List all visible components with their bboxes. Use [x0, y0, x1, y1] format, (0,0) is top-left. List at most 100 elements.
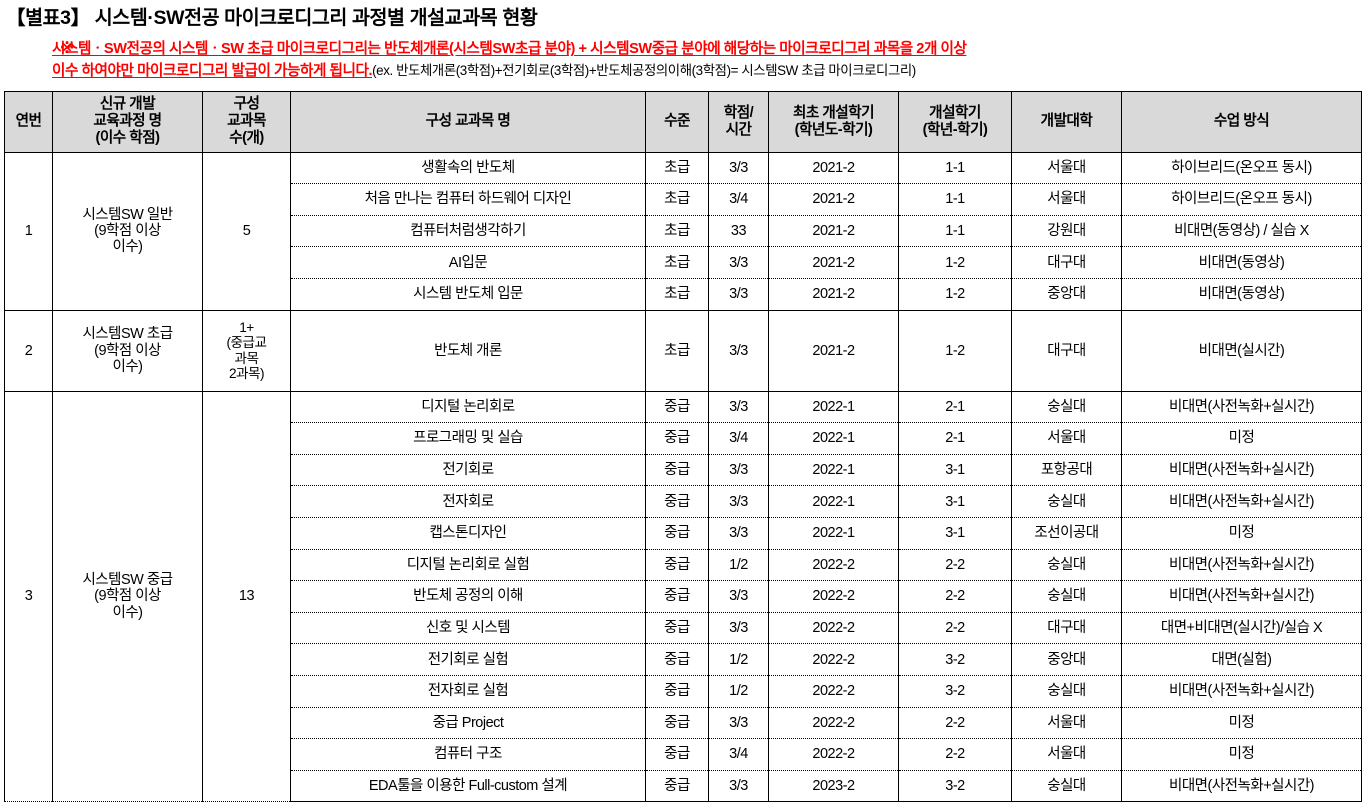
- cell-credit: 3/3: [708, 390, 769, 424]
- cell-first-term: 2021-2: [768, 278, 899, 311]
- col-header-level: 수준: [645, 90, 709, 153]
- cell-credit: 3/3: [708, 151, 769, 185]
- col-header-no: 연번: [4, 90, 53, 153]
- cell-first-term: 2022-2: [768, 580, 899, 613]
- cell-university: 포항공대: [1011, 453, 1122, 487]
- cell-level: 초급: [645, 246, 709, 280]
- cell-level: 초급: [645, 214, 709, 248]
- note-line-2-text: 이수 하여야만 마이크로디그리 발급이 가능하게 됩니다.: [52, 62, 373, 79]
- cell-credit: 3/3: [708, 485, 769, 519]
- cell-open-term: 3-2: [898, 643, 1012, 676]
- cell-first-term: 2022-2: [768, 738, 899, 771]
- cell-course-name: 컴퓨터처럼생각하기: [290, 214, 646, 248]
- cell-class-mode: 비대면(사전녹화+실시간): [1121, 453, 1362, 487]
- cell-open-term: 1-1: [898, 151, 1012, 185]
- cell-open-term: 2-2: [898, 738, 1012, 771]
- cell-credit: 3/3: [708, 706, 769, 740]
- cell-first-term: 2022-2: [768, 611, 899, 645]
- cell-credit: 1/2: [708, 548, 769, 582]
- cell-section-program: 시스템SW 일반 (9학점 이상 이수): [52, 151, 203, 311]
- cell-class-mode: 대면+비대면(실시간)/실습 X: [1121, 611, 1362, 645]
- cell-open-term: 2-2: [898, 611, 1012, 645]
- cell-section-no: 1: [4, 151, 53, 311]
- cell-section-no: 3: [4, 390, 53, 802]
- cell-level: 중급: [645, 580, 709, 613]
- cell-university: 중앙대: [1011, 643, 1122, 676]
- cell-university: 대구대: [1011, 309, 1122, 392]
- cell-credit: 3/4: [708, 183, 769, 216]
- cell-university: 숭실대: [1011, 675, 1122, 708]
- cell-university: 숭실대: [1011, 390, 1122, 424]
- cell-university: 대구대: [1011, 246, 1122, 280]
- cell-level: 중급: [645, 769, 709, 802]
- cell-credit: 3/3: [708, 580, 769, 613]
- cell-open-term: 1-2: [898, 278, 1012, 311]
- note-example-label: ex.: [376, 62, 393, 78]
- cell-first-term: 2022-1: [768, 485, 899, 519]
- cell-open-term: 1-2: [898, 309, 1012, 392]
- cell-class-mode: 비대면(사전녹화+실시간): [1121, 548, 1362, 582]
- cell-level: 중급: [645, 643, 709, 676]
- cell-open-term: 2-2: [898, 706, 1012, 740]
- cell-credit: 3/3: [708, 769, 769, 802]
- cell-first-term: 2022-1: [768, 517, 899, 550]
- cell-class-mode: 미정: [1121, 706, 1362, 740]
- table-row: 캡스톤디자인 중급 3/3 2022-1 3-1 조선이공대 미정: [5, 517, 1362, 550]
- cell-course-name: 생활속의 반도체: [290, 151, 646, 185]
- cell-first-term: 2022-1: [768, 453, 899, 487]
- cell-course-name: 시스템 반도체 입문: [290, 278, 646, 311]
- cell-university: 숭실대: [1011, 580, 1122, 613]
- cell-class-mode: 미정: [1121, 517, 1362, 550]
- cell-first-term: 2022-2: [768, 675, 899, 708]
- cell-section-count: 5: [202, 151, 291, 311]
- cell-open-term: 1-1: [898, 214, 1012, 248]
- cell-open-term: 2-2: [898, 548, 1012, 582]
- cell-course-name: 반도체 공정의 이해: [290, 580, 646, 613]
- cell-open-term: 2-2: [898, 580, 1012, 613]
- cell-first-term: 2022-1: [768, 422, 899, 455]
- cell-level: 중급: [645, 675, 709, 708]
- col-header-first-term: 최초 개설학기 (학년도-학기): [768, 90, 899, 153]
- cell-credit: 3/4: [708, 738, 769, 771]
- cell-first-term: 2021-2: [768, 151, 899, 185]
- cell-course-name: AI입문: [290, 246, 646, 280]
- cell-class-mode: 하이브리드(온오프 동시): [1121, 151, 1362, 185]
- cell-university: 서울대: [1011, 151, 1122, 185]
- cell-section-program: 시스템SW 초급 (9학점 이상 이수): [52, 309, 203, 392]
- cell-first-term: 2021-2: [768, 183, 899, 216]
- cell-credit: 1/2: [708, 643, 769, 676]
- cell-section-count: 13: [202, 390, 291, 802]
- cell-level: 초급: [645, 278, 709, 311]
- cell-first-term: 2021-2: [768, 309, 899, 392]
- table-row: 처음 만나는 컴퓨터 하드웨어 디자인 초급 3/4 2021-2 1-1 서울…: [5, 183, 1362, 216]
- cell-university: 서울대: [1011, 183, 1122, 216]
- note-line-1: ※ 시스템ㆍSW전공의 시스템ㆍSW 초급 마이크로디그리는 반도체개론(시스템…: [30, 39, 1361, 60]
- cell-credit: 33: [708, 214, 769, 248]
- note-line-1-text: 시스템ㆍSW전공의 시스템ㆍSW 초급 마이크로디그리는 반도체개론(시스템SW…: [52, 41, 967, 58]
- cell-class-mode: 비대면(동영상): [1121, 278, 1362, 311]
- cell-course-name: 전자회로 실험: [290, 675, 646, 708]
- cell-credit: 3/3: [708, 517, 769, 550]
- cell-level: 중급: [645, 390, 709, 424]
- col-header-course-count: 구성 교과목 수(개): [202, 90, 291, 153]
- col-header-class-mode: 수업 방식: [1121, 90, 1362, 153]
- cell-class-mode: 비대면(사전녹화+실시간): [1121, 485, 1362, 519]
- table-header-row: 연번 신규 개발 교육과정 명 (이수 학점) 구성 교과목 수(개) 구성 교…: [4, 90, 1362, 153]
- cell-university: 숭실대: [1011, 769, 1122, 802]
- cell-university: 숭실대: [1011, 485, 1122, 519]
- cell-open-term: 3-1: [898, 453, 1012, 487]
- table-row: 전자회로 실험 중급 1/2 2022-2 3-2 숭실대 비대면(사전녹화+실…: [5, 675, 1362, 708]
- table-row: 전기회로 중급 3/3 2022-1 3-1 포항공대 비대면(사전녹화+실시간…: [5, 453, 1362, 487]
- table-row: 컴퓨터처럼생각하기 초급 33 2021-2 1-1 강원대 비대면(동영상) …: [5, 214, 1362, 248]
- cell-university: 숭실대: [1011, 548, 1122, 582]
- cell-credit: 3/4: [708, 422, 769, 455]
- cell-first-term: 2021-2: [768, 214, 899, 248]
- cell-open-term: 1-2: [898, 246, 1012, 280]
- cell-credit: 3/3: [708, 246, 769, 280]
- cell-course-name: 캡스톤디자인: [290, 517, 646, 550]
- cell-course-name: 컴퓨터 구조: [290, 738, 646, 771]
- cell-section-count: 1+ (중급교 과목 2과목): [202, 309, 291, 392]
- cell-open-term: 3-1: [898, 485, 1012, 519]
- cell-class-mode: 비대면(실시간): [1121, 309, 1362, 392]
- cell-open-term: 3-2: [898, 769, 1012, 802]
